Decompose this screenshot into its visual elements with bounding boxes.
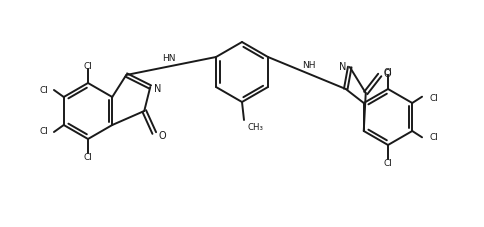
- Text: O: O: [384, 69, 392, 79]
- Text: O: O: [158, 131, 166, 140]
- Text: Cl: Cl: [39, 85, 48, 94]
- Text: Cl: Cl: [39, 127, 48, 136]
- Text: Cl: Cl: [383, 159, 393, 168]
- Text: N: N: [153, 84, 161, 94]
- Text: NH: NH: [302, 60, 316, 69]
- Text: Cl: Cl: [84, 153, 92, 162]
- Text: HN: HN: [163, 53, 176, 62]
- Text: Cl: Cl: [430, 133, 439, 142]
- Text: N: N: [339, 62, 347, 72]
- Text: Cl: Cl: [430, 93, 439, 102]
- Text: Cl: Cl: [84, 61, 92, 70]
- Text: Cl: Cl: [383, 67, 393, 76]
- Text: CH₃: CH₃: [247, 122, 263, 131]
